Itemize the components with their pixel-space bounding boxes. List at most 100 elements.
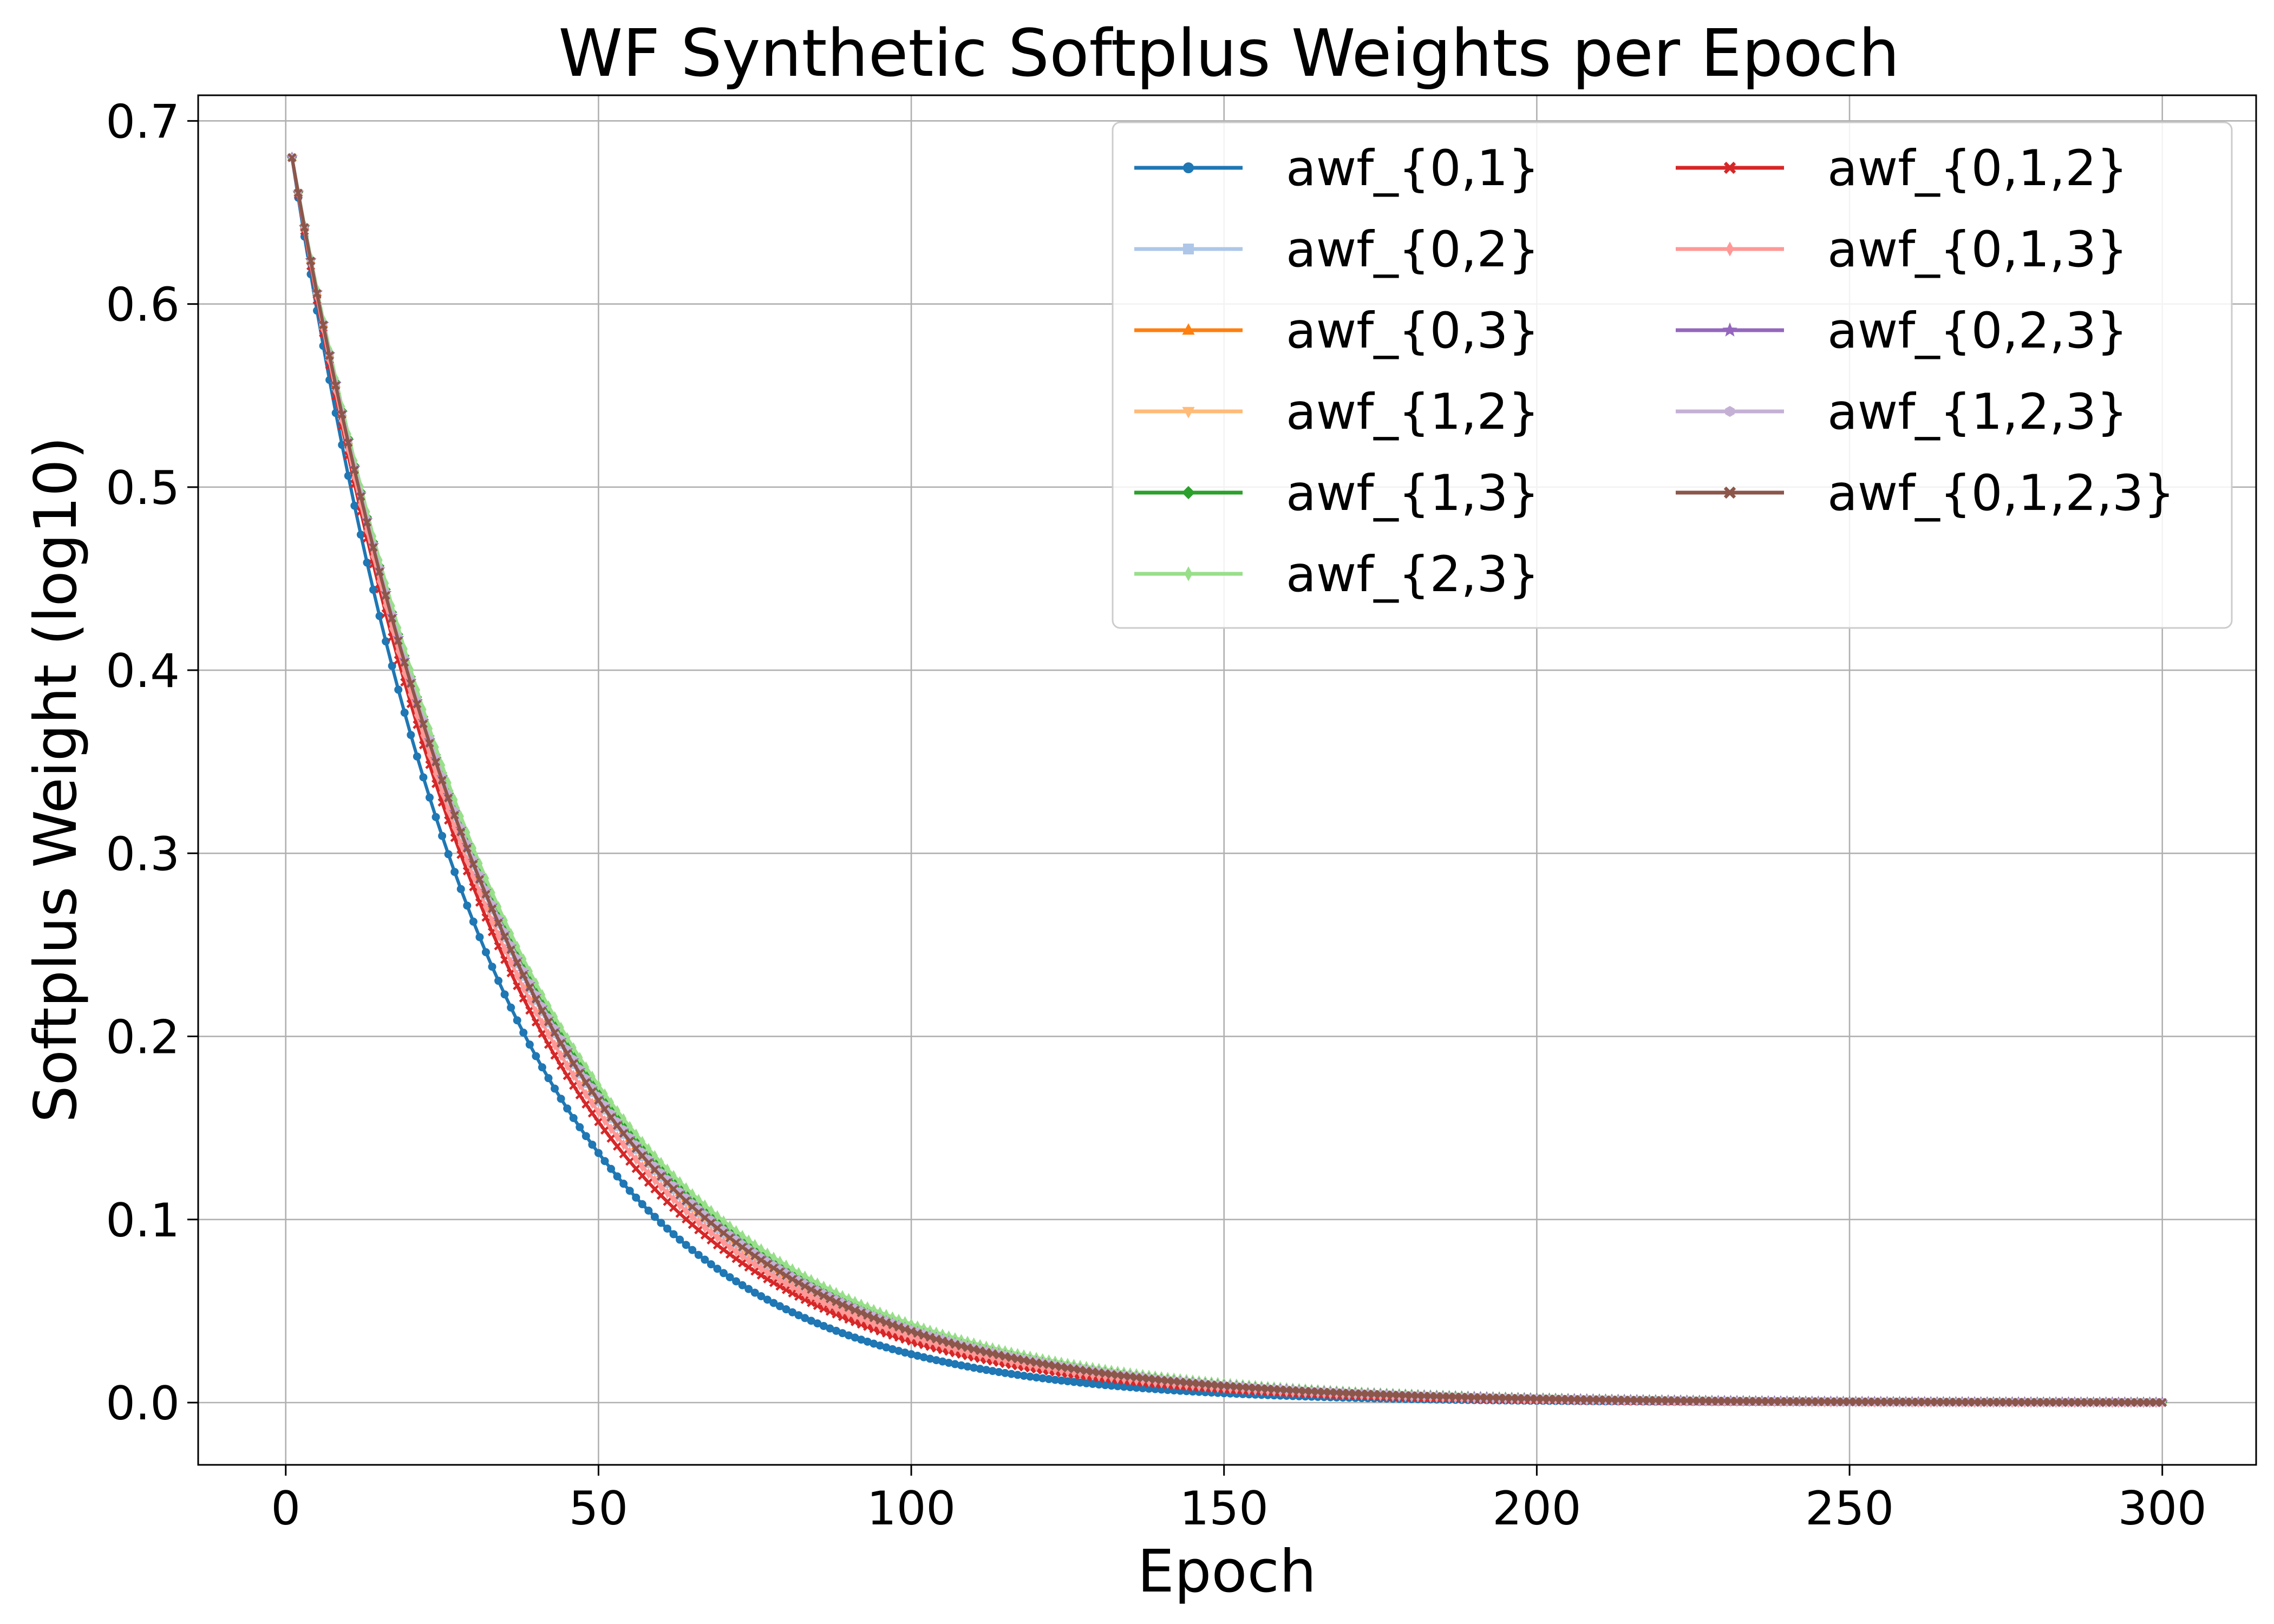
data-point (369, 585, 377, 594)
data-point (500, 932, 509, 941)
data-point (800, 1281, 809, 1291)
data-point (450, 810, 459, 820)
data-point (963, 1343, 972, 1352)
data-point (556, 1061, 566, 1070)
data-point (432, 813, 440, 821)
data-point (938, 1337, 947, 1346)
data-point (1007, 1353, 1016, 1363)
data-point (595, 1079, 602, 1091)
data-point (388, 662, 396, 670)
data-point (769, 1278, 778, 1287)
data-point (807, 1285, 816, 1294)
data-point (325, 351, 334, 361)
data-point (695, 1216, 702, 1228)
data-point (431, 757, 441, 767)
data-point (619, 1129, 628, 1138)
data-point (545, 1000, 552, 1012)
data-point (632, 1193, 641, 1202)
data-point (820, 1297, 827, 1309)
data-point (525, 1006, 534, 1015)
data-point (495, 901, 502, 913)
data-point (563, 1049, 572, 1058)
data-point (675, 1190, 684, 1200)
data-point (577, 1079, 583, 1091)
x-tick-label: 300 (2118, 1482, 2207, 1536)
data-point (444, 850, 453, 859)
data-point (602, 1088, 608, 1100)
y-tick-label: 0.5 (106, 461, 180, 515)
data-point (551, 1039, 558, 1051)
data-point (300, 223, 309, 232)
data-point (619, 1149, 628, 1158)
data-point (519, 971, 528, 980)
y-axis-label: Softplus Weight (log10) (22, 436, 90, 1123)
legend-marker (1184, 566, 1193, 581)
data-point (795, 1284, 802, 1296)
legend-label: awf_{0,1} (1286, 140, 1539, 197)
data-point (606, 1134, 616, 1143)
data-point (914, 1333, 921, 1345)
data-point (583, 1061, 589, 1073)
data-point (919, 1331, 929, 1340)
data-point (650, 1165, 659, 1174)
data-point (438, 831, 447, 840)
data-point (769, 1299, 778, 1307)
data-point (538, 1063, 546, 1072)
data-point (381, 591, 390, 600)
data-point (620, 1138, 627, 1151)
data-point (570, 1042, 577, 1054)
data-point (889, 1325, 896, 1337)
chart-title: WF Synthetic Softplus Weights per Epoch (558, 16, 1899, 91)
y-axis: 0.0 0.1 0.2 0.3 0.4 0.5 0.6 0.7 (106, 95, 198, 1431)
legend-item: awf_{0,1,2} (1676, 140, 2128, 197)
legend-marker (1725, 405, 1735, 417)
data-point (982, 1347, 991, 1357)
data-point (577, 1052, 583, 1064)
data-point (489, 915, 495, 927)
data-point (702, 1221, 708, 1233)
data-point (1032, 1358, 1041, 1367)
data-point (433, 741, 439, 753)
data-point (625, 1136, 635, 1146)
legend-marker (1183, 162, 1194, 173)
data-point (356, 492, 365, 501)
data-point (482, 872, 489, 885)
data-point (439, 759, 446, 771)
data-point (350, 501, 359, 510)
data-point (883, 1322, 890, 1334)
data-point (645, 1168, 652, 1180)
data-point (1050, 1361, 1060, 1371)
data-point (533, 977, 539, 989)
data-point (569, 1081, 578, 1090)
data-point (800, 1295, 809, 1304)
data-point (2158, 1398, 2167, 1407)
data-point (713, 1265, 722, 1273)
data-point (520, 981, 527, 994)
data-point (969, 1345, 978, 1354)
data-point (531, 994, 540, 1004)
data-point (551, 1084, 559, 1093)
data-point (850, 1306, 860, 1315)
data-point (558, 1021, 564, 1033)
data-point (650, 1213, 659, 1221)
data-point (570, 1070, 577, 1082)
data-point (462, 843, 472, 853)
series-awf_{0,1,2,3} (287, 153, 2167, 1407)
data-point (650, 1184, 659, 1194)
data-point (869, 1313, 878, 1322)
data-point (631, 1164, 641, 1174)
data-point (888, 1320, 897, 1330)
data-point (950, 1340, 960, 1349)
y-tick-label: 0.1 (106, 1194, 180, 1248)
data-point (819, 1304, 828, 1313)
data-point (782, 1305, 790, 1314)
data-point (587, 1109, 597, 1118)
data-point (476, 857, 483, 869)
data-point (514, 969, 520, 981)
data-point (688, 1246, 697, 1254)
legend-label: awf_{1,2,3} (1827, 384, 2128, 441)
data-point (894, 1322, 904, 1332)
data-point (513, 1016, 521, 1025)
data-point (507, 957, 514, 968)
data-point (539, 988, 546, 1001)
